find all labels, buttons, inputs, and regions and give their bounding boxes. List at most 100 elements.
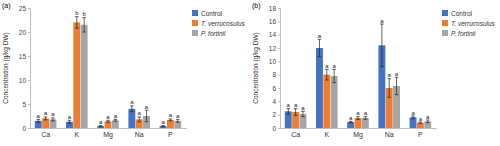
error-cap [82, 17, 86, 18]
tick-label: 20 [19, 29, 27, 36]
error-line [38, 119, 39, 122]
axis-line [278, 9, 281, 129]
bar [81, 25, 88, 128]
tick-label: 12 [269, 45, 277, 52]
error-line [139, 117, 140, 122]
tick-mark [278, 75, 280, 76]
legend-swatch [442, 20, 448, 26]
tick-label: P [168, 131, 173, 138]
legend-swatch [192, 20, 198, 26]
bar [128, 109, 135, 128]
error-bar [176, 119, 180, 122]
significance-letter: a [44, 110, 48, 116]
significance-letter: a [114, 113, 118, 119]
panel: (a)Concentration (g/kg DW)0510152025CaKM… [2, 2, 246, 139]
significance-letter: a [356, 110, 360, 116]
error-cap [294, 108, 298, 109]
tick-mark [278, 128, 280, 129]
significance-letter: a [349, 115, 353, 121]
x-tick: P [168, 128, 173, 138]
error-line [365, 117, 366, 120]
error-bar [380, 24, 384, 67]
tick-mark [278, 35, 280, 36]
y-tick: 16 [269, 18, 280, 25]
tick-label: K [324, 131, 329, 138]
bar [410, 117, 417, 128]
significance-letter: b [75, 10, 79, 16]
error-cap [419, 122, 423, 123]
error-cap [130, 105, 134, 106]
y-axis: 0510152025 [19, 5, 31, 132]
bar [417, 123, 424, 128]
tick-mark [278, 61, 280, 62]
error-cap [426, 120, 430, 121]
x-tick: Ca [41, 128, 50, 138]
significance-letter: a [161, 119, 165, 125]
legend-label: Control [451, 10, 473, 17]
tick-mark [278, 8, 280, 9]
significance-letter: a [37, 113, 41, 119]
error-bar [82, 18, 86, 32]
error-cap [36, 122, 40, 123]
tick-mark [278, 48, 280, 49]
error-line [302, 111, 303, 116]
error-cap [161, 125, 165, 126]
panel: (b)Concentration (g/kg DW)02468101214161… [252, 2, 496, 139]
tick-mark [278, 88, 280, 89]
bar [347, 122, 354, 128]
error-line [334, 69, 335, 82]
error-cap [161, 126, 165, 127]
significance-letter: a [145, 104, 149, 110]
x-tick: P [418, 128, 423, 138]
error-line [52, 118, 53, 121]
tick-label: Mg [353, 131, 363, 139]
x-axis: CaKMgNaP [281, 128, 437, 139]
bar [73, 22, 80, 128]
error-bar [301, 111, 305, 116]
error-cap [130, 111, 134, 112]
error-cap [286, 114, 290, 115]
error-bar [137, 117, 141, 122]
error-cap [99, 126, 103, 127]
error-cap [294, 115, 298, 116]
bar [424, 121, 431, 128]
error-cap [51, 120, 55, 121]
error-bar [387, 79, 391, 98]
error-cap [387, 97, 391, 98]
bar [355, 118, 362, 128]
error-cap [301, 111, 305, 112]
legend-swatch [442, 10, 448, 16]
legend-item: Control [442, 10, 473, 17]
error-cap [332, 69, 336, 70]
y-axis-title: Concentration (g/kg DW) [252, 32, 260, 104]
error-cap [99, 125, 103, 126]
bar [105, 121, 112, 128]
error-cap [364, 116, 368, 117]
axis-line [31, 128, 187, 129]
significance-letter: a [169, 112, 173, 118]
tick-label: 0 [22, 125, 26, 132]
panel-title: (b) [252, 2, 261, 10]
tick-label: Na [135, 131, 144, 138]
error-bar [332, 69, 336, 82]
tick-label: 0 [272, 125, 276, 132]
significance-letter: a [419, 116, 423, 122]
error-cap [395, 94, 399, 95]
error-bar [130, 106, 134, 112]
tick-mark [28, 56, 30, 57]
tick-label: 5 [22, 101, 26, 108]
significance-letter: b [82, 11, 86, 17]
significance-letter: a [51, 111, 55, 117]
error-cap [325, 69, 329, 70]
annotations: aaaaaaaaaaaaaaa [287, 18, 430, 122]
error-line [288, 109, 289, 114]
error-bar [68, 120, 72, 123]
bar [97, 126, 104, 128]
error-cap [169, 118, 173, 119]
tick-label: 10 [269, 58, 277, 65]
error-cap [106, 122, 110, 123]
error-line [396, 77, 397, 94]
y-tick: 2 [272, 111, 280, 118]
tick-mark [278, 101, 280, 102]
error-line [177, 119, 178, 122]
